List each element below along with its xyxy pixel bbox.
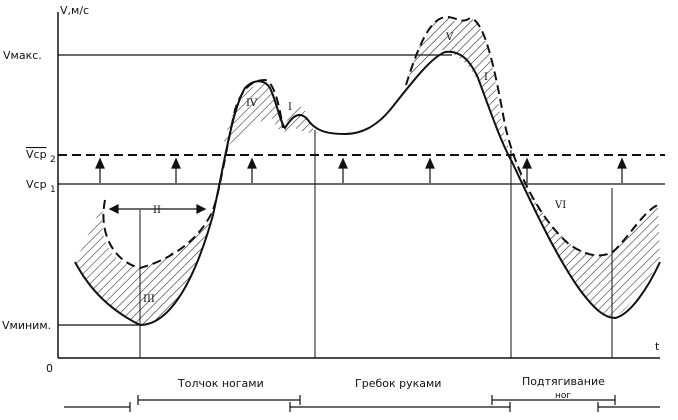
- span-label-ii: II: [153, 205, 161, 216]
- phase-label-legs: ног: [555, 391, 571, 401]
- origin-label: 0: [46, 362, 53, 375]
- hatched-region-iii: [75, 200, 213, 325]
- velocity-curve-dashed: [102, 78, 284, 270]
- zone-label-vi: VI: [554, 200, 566, 211]
- phase-bars: [64, 395, 660, 412]
- zone-label-iii: III: [143, 294, 155, 305]
- zone-label-i-left: I: [288, 102, 292, 113]
- phase-label-leg-push: Толчок ногами: [177, 377, 264, 390]
- phase-label-arm-stroke: Гребок руками: [355, 377, 441, 390]
- x-axis-label: t: [655, 340, 660, 353]
- v-avg2-sub: 2: [50, 155, 56, 165]
- zone-label-i-right: I: [484, 72, 488, 83]
- velocity-curve-dashed-2: [405, 15, 659, 257]
- up-arrows: [95, 157, 627, 183]
- phase-label-pull-up: Подтягивание: [522, 375, 605, 388]
- hatched-region-v: [406, 16, 512, 155]
- v-avg1-label: Vср: [26, 178, 47, 191]
- zone-label-v: V: [445, 32, 454, 43]
- hatched-region-vi: [512, 155, 660, 318]
- hatched-region-iv: [222, 82, 320, 150]
- velocity-curve-solid: [74, 50, 661, 327]
- v-min-label: Vминим.: [2, 319, 51, 332]
- span-ii-arrow: [108, 204, 207, 214]
- v-avg2-label: Vср: [26, 148, 47, 161]
- v-max-label: Vмакс.: [3, 49, 42, 62]
- y-axis-label: V,м/с: [60, 4, 89, 17]
- zone-label-iv: IV: [246, 98, 258, 109]
- v-avg1-sub: 1: [50, 185, 56, 195]
